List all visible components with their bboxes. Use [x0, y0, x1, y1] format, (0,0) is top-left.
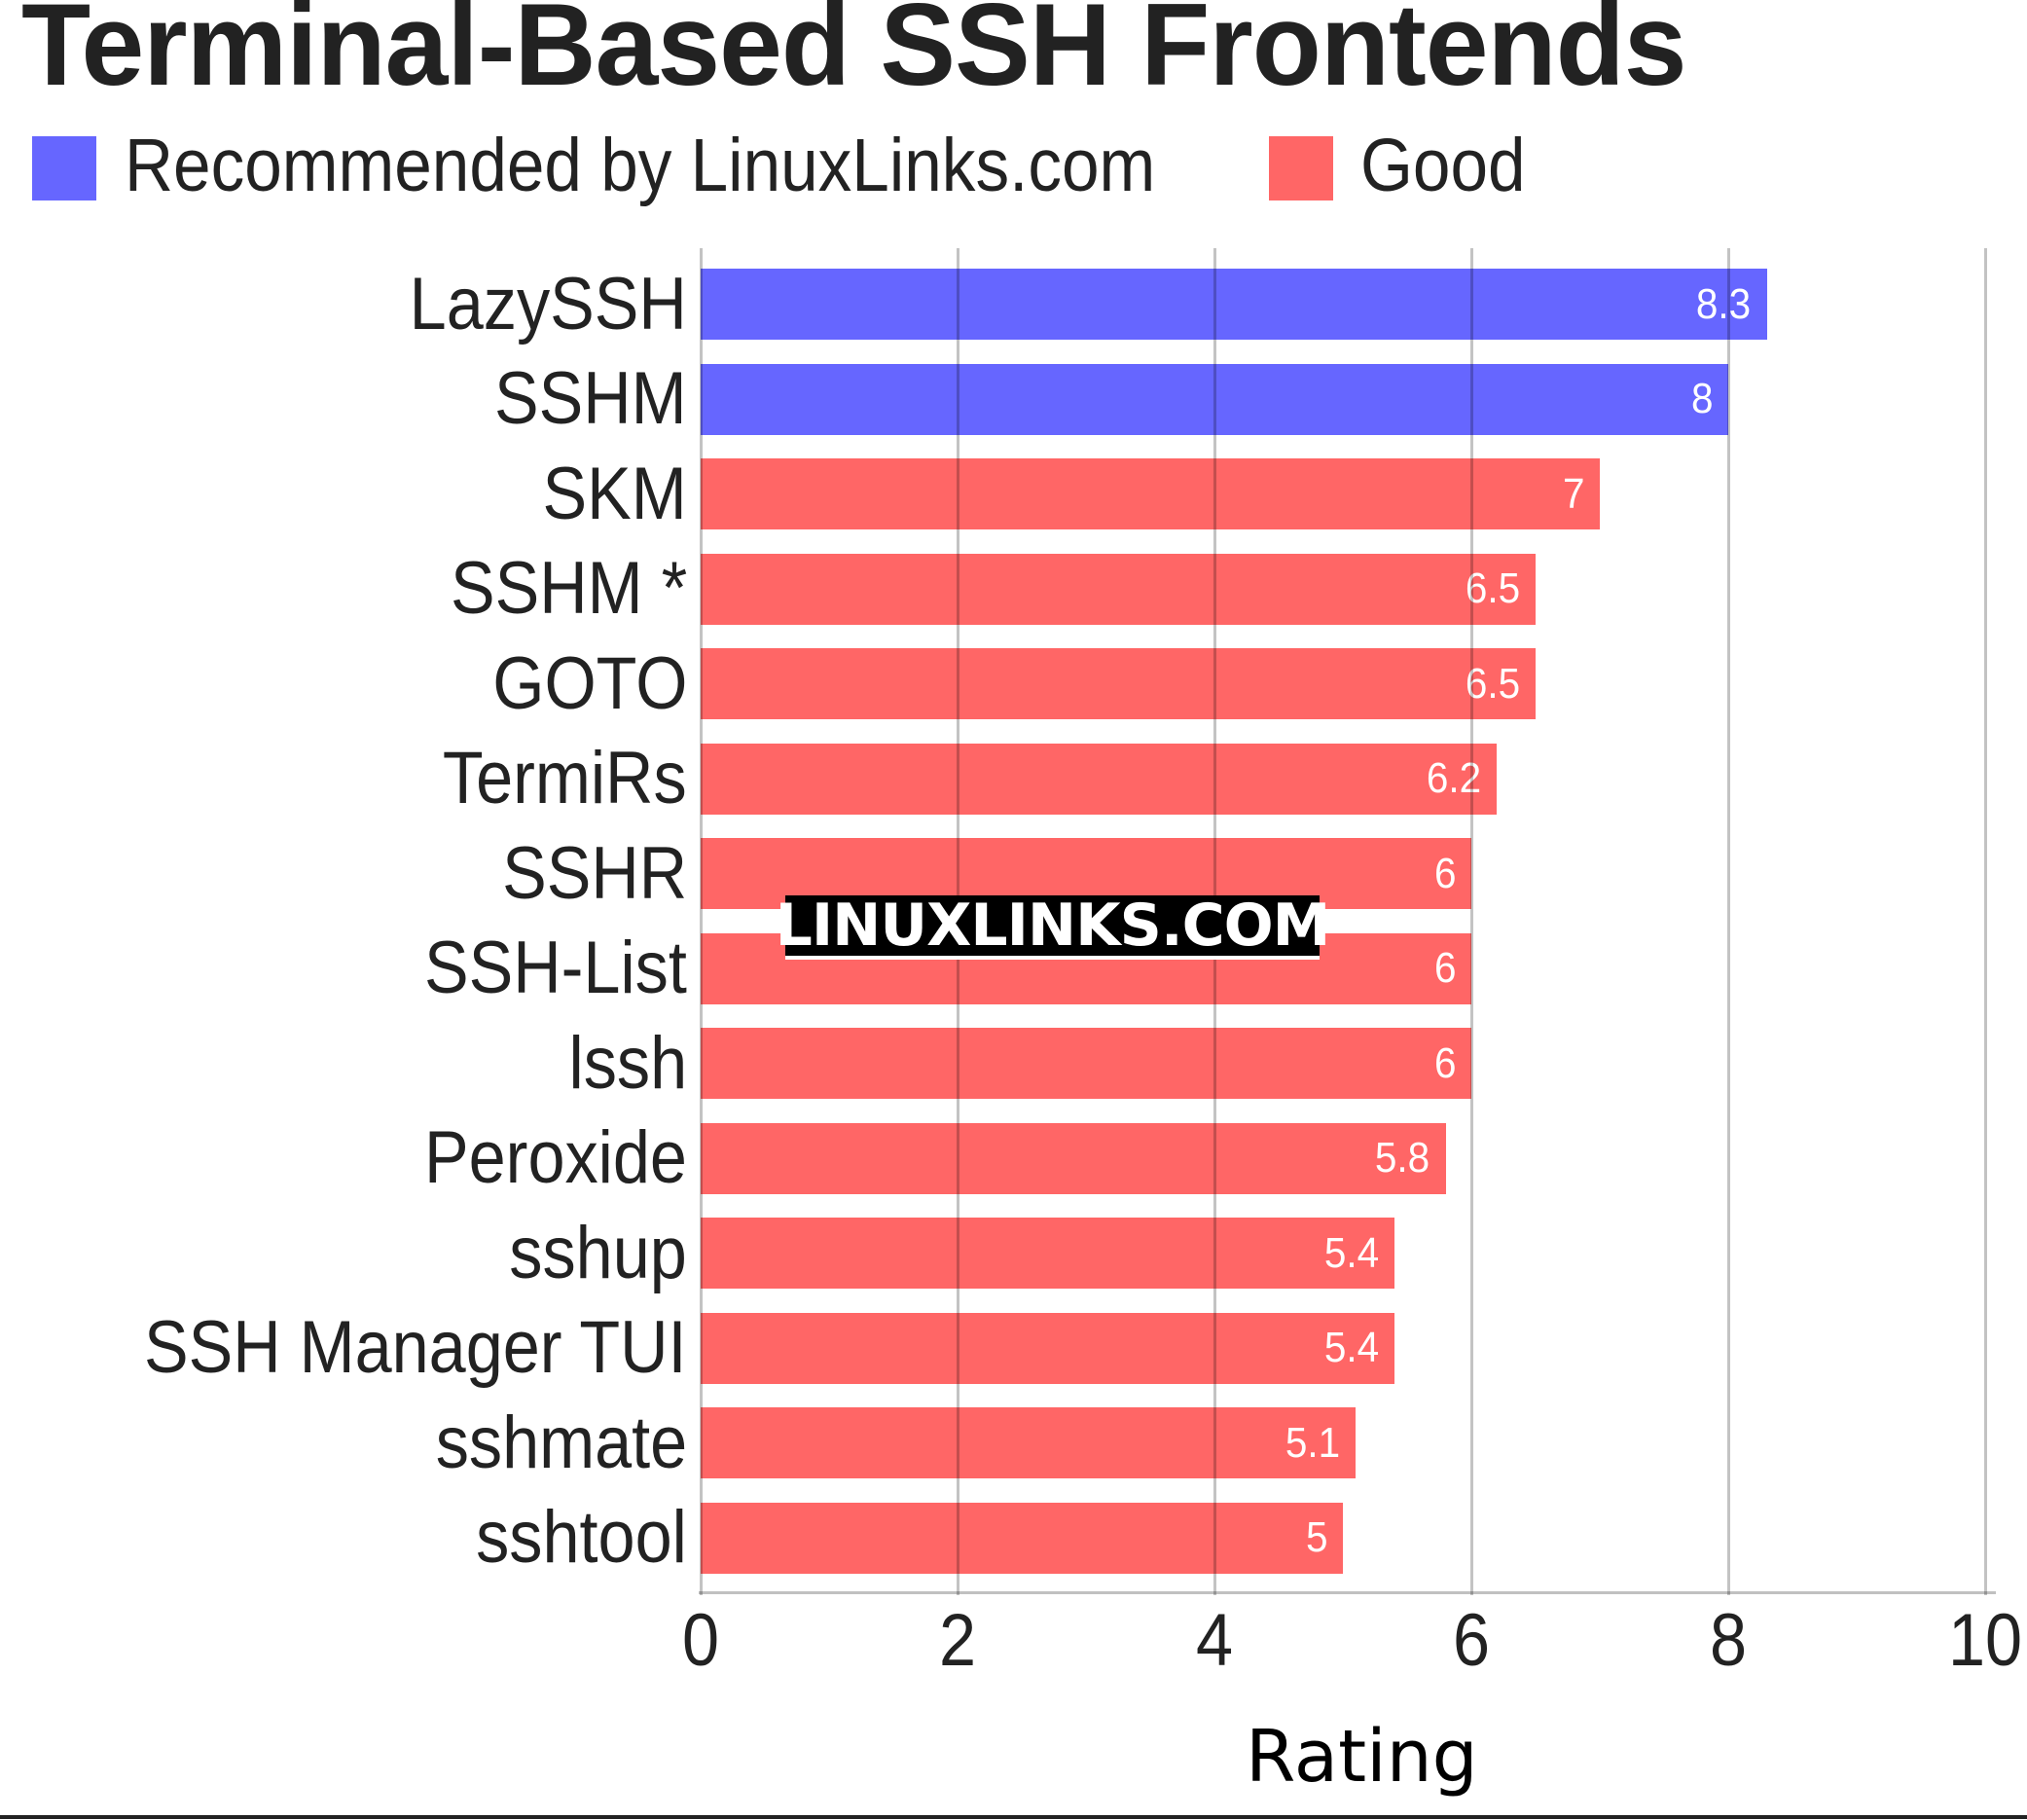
- category-label: TermiRs: [443, 737, 687, 819]
- bar-value-label: 5.1: [1285, 1418, 1341, 1467]
- chart-title: Terminal-Based SSH Frontends: [21, 0, 1687, 110]
- gridline: [1984, 248, 1987, 1595]
- watermark-text: LINUXLINKS.COM: [775, 892, 1331, 960]
- legend-label-good: Good: [1360, 124, 1526, 207]
- x-axis-line: [699, 1591, 1996, 1594]
- bar: 5.1: [701, 1407, 1357, 1478]
- bar-value-label: 8: [1690, 375, 1713, 422]
- category-label: SSHM *: [450, 547, 687, 630]
- bottom-divider: [0, 1815, 2027, 1819]
- bar-value-label: 6: [1433, 1038, 1456, 1087]
- x-tick-label: 0: [681, 1599, 720, 1682]
- x-axis-label: Rating: [1246, 1715, 1478, 1799]
- category-label: SKM: [542, 452, 687, 535]
- x-tick-label: 8: [1709, 1599, 1748, 1682]
- legend-swatch-recommended: [32, 136, 96, 200]
- bar-value-label: 6: [1433, 849, 1456, 897]
- bar: 8.3: [701, 269, 1767, 340]
- watermark: LINUXLINKS.COM: [776, 895, 1330, 960]
- bar-value-label: 5.4: [1323, 1228, 1379, 1277]
- bar-value-label: 6.5: [1465, 659, 1520, 708]
- category-label: sshmate: [435, 1401, 687, 1484]
- category-label: sshtool: [476, 1496, 687, 1579]
- bar-value-label: 8.3: [1696, 279, 1752, 328]
- bar: 5.4: [701, 1218, 1394, 1289]
- legend: Recommended by LinuxLinks.com Good: [0, 128, 1557, 203]
- bar: 6: [701, 1028, 1471, 1099]
- x-tick-label: 10: [1947, 1599, 2023, 1682]
- gridline: [1470, 248, 1473, 1595]
- category-label: lssh: [568, 1021, 687, 1105]
- category-label: GOTO: [491, 641, 687, 725]
- bar: 5.8: [701, 1122, 1446, 1194]
- x-tick-label: 4: [1195, 1599, 1234, 1682]
- gridline: [1727, 248, 1730, 1595]
- bar-value-label: 6: [1433, 944, 1456, 992]
- legend-swatch-good: [1269, 136, 1333, 200]
- category-label: Peroxide: [424, 1116, 687, 1199]
- bar-value-label: 7: [1562, 469, 1584, 518]
- category-label: LazySSH: [409, 262, 687, 346]
- bar: 6.5: [701, 648, 1536, 719]
- x-tick-label: 2: [938, 1599, 977, 1682]
- bar-value-label: 5.4: [1323, 1324, 1379, 1371]
- bar-value-label: 6.5: [1465, 564, 1520, 612]
- gridline: [700, 248, 703, 1595]
- bar: 6.2: [701, 743, 1498, 815]
- bar-value-label: 5: [1305, 1513, 1327, 1561]
- bar: 6.5: [701, 553, 1536, 625]
- bar-value-label: 5.8: [1375, 1134, 1430, 1182]
- legend-label-recommended: Recommended by LinuxLinks.com: [125, 124, 1156, 207]
- x-tick-label: 6: [1452, 1599, 1491, 1682]
- category-label: SSH Manager TUI: [144, 1306, 687, 1389]
- category-label: SSH-List: [424, 927, 687, 1009]
- category-label: SSHR: [501, 831, 687, 915]
- bar: 5.4: [701, 1312, 1394, 1384]
- bar: 5: [701, 1502, 1343, 1574]
- category-label: SSHM: [494, 357, 687, 440]
- bar: 7: [701, 458, 1600, 529]
- category-label: sshup: [509, 1211, 687, 1294]
